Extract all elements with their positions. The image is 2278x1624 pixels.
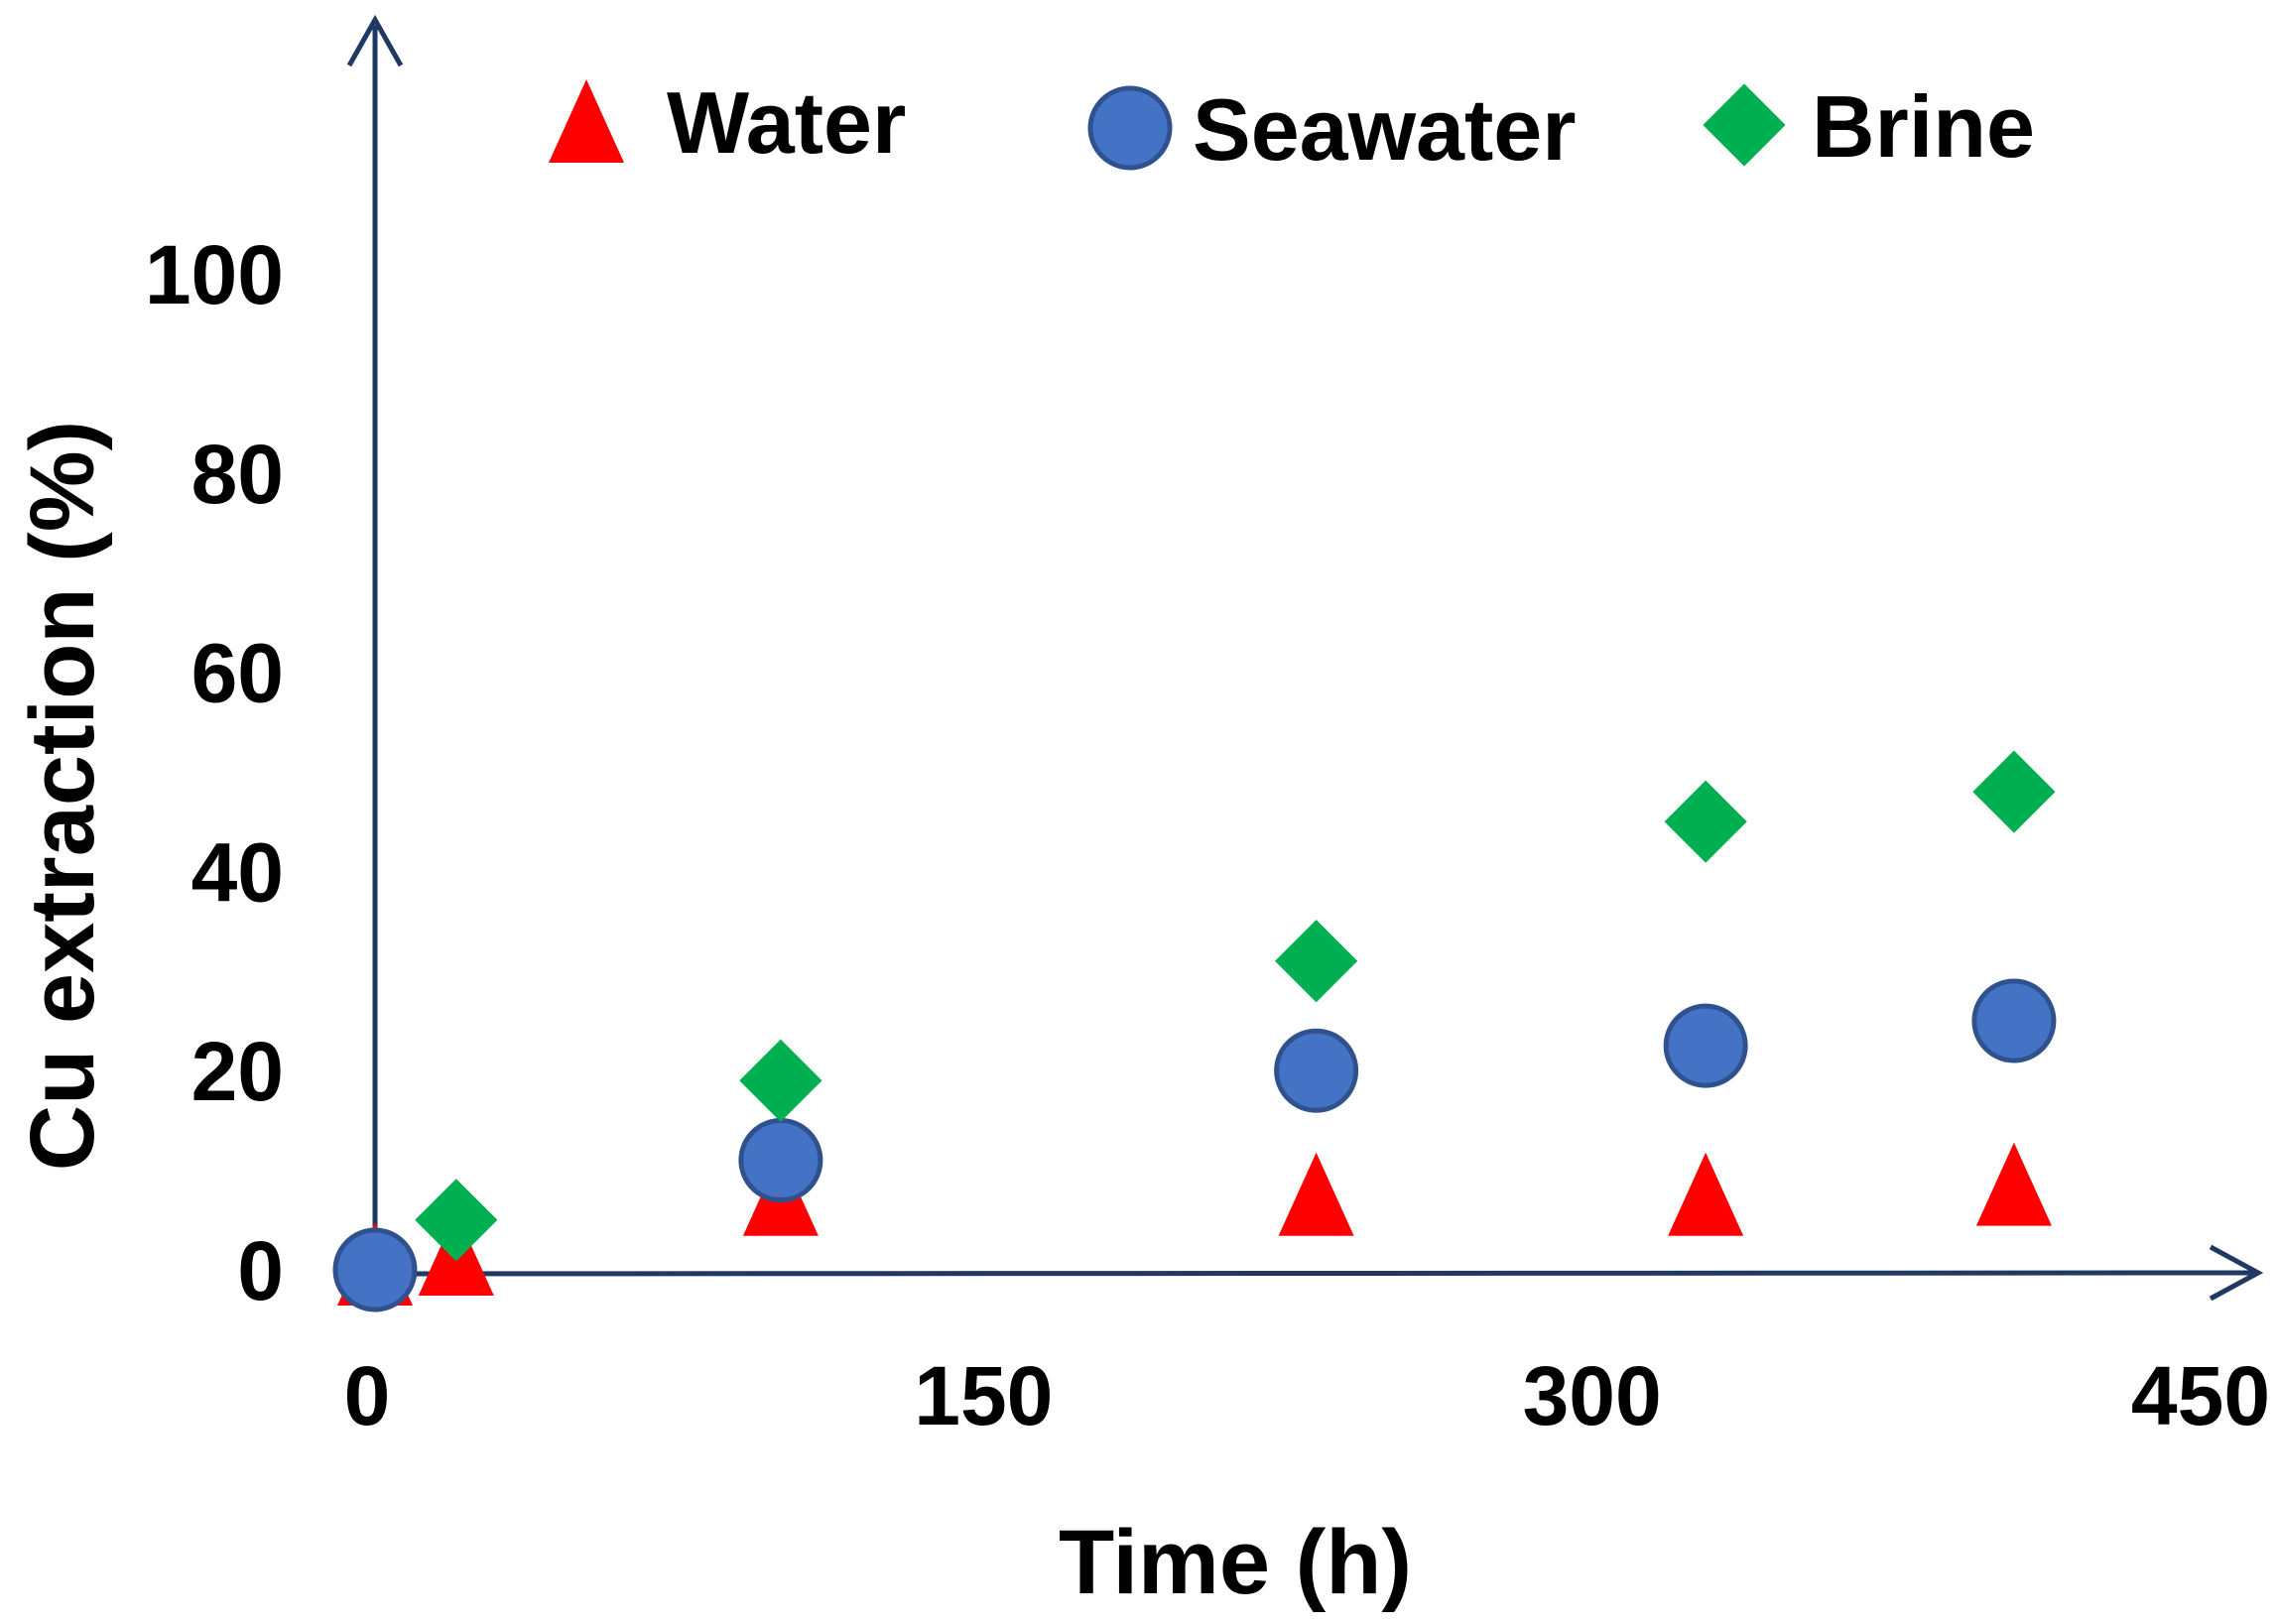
x-tick-label: 0	[344, 1349, 391, 1442]
x-tick-label: 450	[2131, 1349, 2270, 1442]
water-point	[1278, 1152, 1354, 1236]
legend-brine-icon	[1703, 83, 1786, 167]
x-axis-arrowhead	[2209, 1244, 2264, 1302]
seawater-point	[738, 1118, 823, 1203]
y-tick-label: 60	[191, 627, 284, 720]
legend: Water Seawater Brine	[549, 73, 2035, 179]
brine-point	[1275, 920, 1358, 1003]
legend-water-icon	[549, 79, 624, 163]
x-tick-label: 150	[914, 1349, 1053, 1442]
brine-point	[415, 1179, 498, 1262]
x-tick-labels: 0 150 300 450	[344, 1349, 2270, 1442]
x-tick-label: 300	[1523, 1349, 1662, 1442]
y-tick-label: 80	[191, 428, 284, 521]
series-water	[337, 1142, 2052, 1306]
y-axis-title: Cu extraction (%)	[12, 421, 113, 1172]
series-seawater	[332, 978, 2057, 1312]
seawater-point	[1663, 1003, 1748, 1088]
water-point	[1975, 1142, 2052, 1226]
seawater-point	[332, 1227, 418, 1312]
data-points	[332, 750, 2057, 1312]
water-point	[1668, 1152, 1744, 1236]
legend-item-brine: Brine	[1703, 77, 2035, 176]
legend-seawater-icon	[1087, 85, 1173, 171]
series-brine	[415, 750, 2056, 1262]
brine-point	[1972, 750, 2056, 833]
brine-point	[739, 1039, 823, 1122]
axes	[336, 14, 2264, 1302]
legend-label: Seawater	[1193, 80, 1576, 179]
legend-item-water: Water	[549, 73, 906, 172]
x-axis-line	[336, 1270, 2255, 1277]
legend-label: Brine	[1812, 77, 2035, 176]
y-tick-label: 0	[237, 1224, 284, 1317]
y-tick-label: 100	[145, 228, 284, 321]
y-tick-label: 40	[191, 825, 284, 919]
legend-label: Water	[667, 73, 906, 172]
x-axis-title: Time (h)	[1059, 1512, 1412, 1613]
seawater-point	[1274, 1028, 1359, 1113]
brine-point	[1664, 780, 1747, 863]
y-tick-labels: 0 20 40 60 80 100	[145, 228, 284, 1317]
y-axis-arrowhead	[346, 14, 404, 67]
seawater-point	[1971, 978, 2057, 1063]
legend-item-seawater: Seawater	[1087, 80, 1576, 179]
y-tick-label: 20	[191, 1025, 284, 1118]
